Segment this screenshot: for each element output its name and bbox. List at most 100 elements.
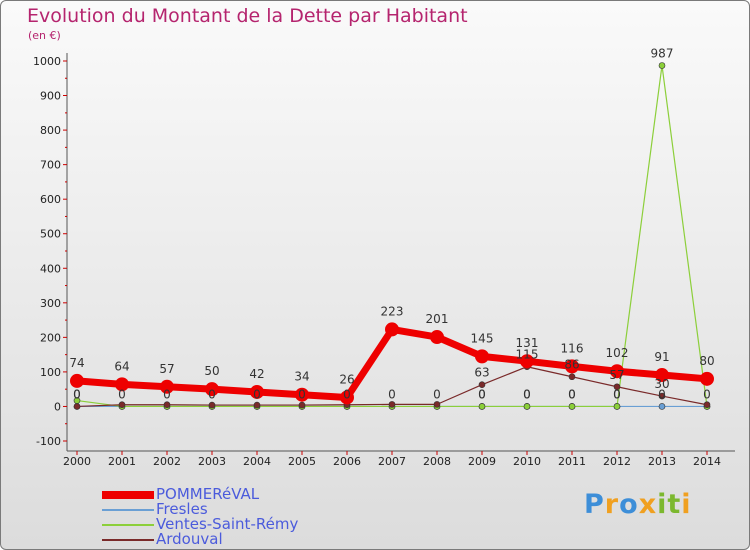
logo-letter: t bbox=[667, 489, 682, 520]
data-label-pommereval: 26 bbox=[339, 372, 354, 386]
data-point-pommereval bbox=[430, 330, 444, 345]
data-point-pommereval bbox=[610, 364, 624, 379]
y-tick-label: 200 bbox=[40, 331, 61, 344]
logo-letter: r bbox=[604, 489, 620, 520]
data-label-ardouval: 63 bbox=[474, 366, 489, 380]
legend-label: Ardouval bbox=[156, 530, 223, 548]
data-label-fresles: 0 bbox=[478, 387, 486, 401]
x-tick-label: 2004 bbox=[243, 455, 271, 468]
data-point-pommereval bbox=[655, 368, 669, 383]
data-point-ardouval bbox=[433, 401, 441, 408]
data-label-pommereval: 116 bbox=[561, 341, 584, 355]
data-point-ardouval bbox=[163, 401, 171, 409]
data-label-fresles: 0 bbox=[703, 387, 711, 401]
data-point-pommereval bbox=[700, 371, 714, 386]
data-point-pommereval bbox=[115, 377, 129, 392]
legend-swatch bbox=[102, 524, 154, 526]
data-label-fresles: 0 bbox=[208, 387, 216, 401]
data-label-ventes-saint-remy: 987 bbox=[651, 46, 674, 60]
x-tick-label: 2002 bbox=[153, 455, 181, 468]
data-point-ventes-saint-remy bbox=[658, 62, 666, 69]
proxiti-logo: Proxiti bbox=[584, 489, 692, 520]
data-label-pommereval: 80 bbox=[699, 354, 714, 368]
data-label-ventes-saint-remy: 0 bbox=[613, 387, 621, 401]
data-label-fresles: 0 bbox=[73, 387, 81, 401]
logo-letter: x bbox=[638, 489, 658, 520]
data-point-pommereval bbox=[205, 382, 219, 397]
y-tick-label: 400 bbox=[40, 262, 61, 275]
data-label-pommereval: 201 bbox=[426, 312, 449, 326]
data-point-pommereval bbox=[160, 379, 174, 394]
data-label-pommereval: 57 bbox=[159, 362, 174, 376]
data-point-pommereval bbox=[475, 349, 489, 364]
legend-label: Fresles bbox=[156, 500, 208, 518]
data-point-ventes-saint-remy bbox=[568, 403, 576, 410]
x-tick-label: 2011 bbox=[558, 455, 586, 468]
x-tick-label: 2003 bbox=[198, 455, 226, 468]
data-point-ardouval bbox=[208, 401, 216, 409]
y-tick-label: 1000 bbox=[33, 55, 61, 68]
data-point-pommereval bbox=[520, 354, 534, 369]
legend-swatch bbox=[102, 539, 154, 541]
data-label-ardouval: 0 bbox=[73, 387, 81, 401]
y-tick-label: 800 bbox=[40, 124, 61, 137]
y-tick-label: -100 bbox=[36, 435, 61, 448]
data-label-fresles: 0 bbox=[433, 387, 441, 401]
x-tick-label: 2010 bbox=[513, 455, 541, 468]
data-point-pommereval bbox=[340, 390, 354, 405]
x-tick-label: 2013 bbox=[648, 455, 676, 468]
data-point-ardouval bbox=[388, 401, 396, 408]
data-label-fresles: 0 bbox=[298, 387, 306, 401]
data-label-fresles: 0 bbox=[613, 387, 621, 401]
x-tick-label: 2001 bbox=[108, 455, 136, 468]
x-tick-label: 2005 bbox=[288, 455, 316, 468]
data-label-fresles: 0 bbox=[568, 387, 576, 401]
data-label-fresles: 0 bbox=[163, 387, 171, 401]
data-label-ardouval: 57 bbox=[609, 368, 624, 382]
x-tick-label: 2014 bbox=[693, 455, 721, 468]
data-label-pommereval: 145 bbox=[471, 331, 494, 345]
unit-label: (en €) bbox=[28, 29, 61, 42]
data-label-pommereval: 91 bbox=[654, 350, 669, 364]
y-tick-label: 600 bbox=[40, 193, 61, 206]
data-point-ardouval bbox=[568, 373, 576, 381]
y-tick-label: 900 bbox=[40, 90, 61, 103]
x-tick-label: 2009 bbox=[468, 455, 496, 468]
data-point-ardouval bbox=[73, 403, 81, 410]
data-point-ardouval bbox=[658, 392, 666, 400]
legend-swatch bbox=[102, 491, 154, 499]
data-label-pommereval: 74 bbox=[69, 356, 84, 370]
data-point-ardouval bbox=[478, 381, 486, 388]
data-point-ventes-saint-remy bbox=[478, 403, 486, 410]
x-tick-label: 2006 bbox=[333, 455, 361, 468]
data-label-pommereval: 64 bbox=[114, 359, 129, 373]
data-label-pommereval: 50 bbox=[204, 364, 219, 378]
data-point-ardouval bbox=[253, 401, 261, 409]
data-label-fresles: 0 bbox=[388, 387, 396, 401]
legend-label: Ventes-Saint-Rémy bbox=[156, 515, 299, 533]
data-point-ventes-saint-remy bbox=[613, 403, 621, 410]
data-label-ardouval: 30 bbox=[654, 377, 669, 391]
chart-title: Evolution du Montant de la Dette par Hab… bbox=[27, 5, 468, 27]
data-label-fresles: 0 bbox=[658, 387, 666, 401]
data-label-fresles: 0 bbox=[118, 387, 126, 401]
data-label-ardouval: 115 bbox=[516, 348, 539, 362]
logo-letter: o bbox=[619, 489, 639, 520]
data-point-pommereval bbox=[295, 387, 309, 402]
data-point-ardouval bbox=[613, 383, 621, 391]
y-tick-label: 500 bbox=[40, 228, 61, 241]
data-point-ardouval bbox=[298, 401, 306, 409]
y-tick-label: 300 bbox=[40, 297, 61, 310]
x-tick-label: 2008 bbox=[423, 455, 451, 468]
data-point-ventes-saint-remy bbox=[523, 403, 531, 410]
y-tick-label: 0 bbox=[54, 400, 61, 413]
data-label-ardouval: 86 bbox=[564, 358, 579, 372]
data-label-pommereval: 34 bbox=[294, 370, 309, 384]
data-point-fresles bbox=[658, 403, 666, 410]
data-label-fresles: 0 bbox=[523, 387, 531, 401]
logo-letter: i bbox=[681, 489, 692, 520]
x-tick-label: 2012 bbox=[603, 455, 631, 468]
legend-swatch bbox=[102, 509, 154, 511]
